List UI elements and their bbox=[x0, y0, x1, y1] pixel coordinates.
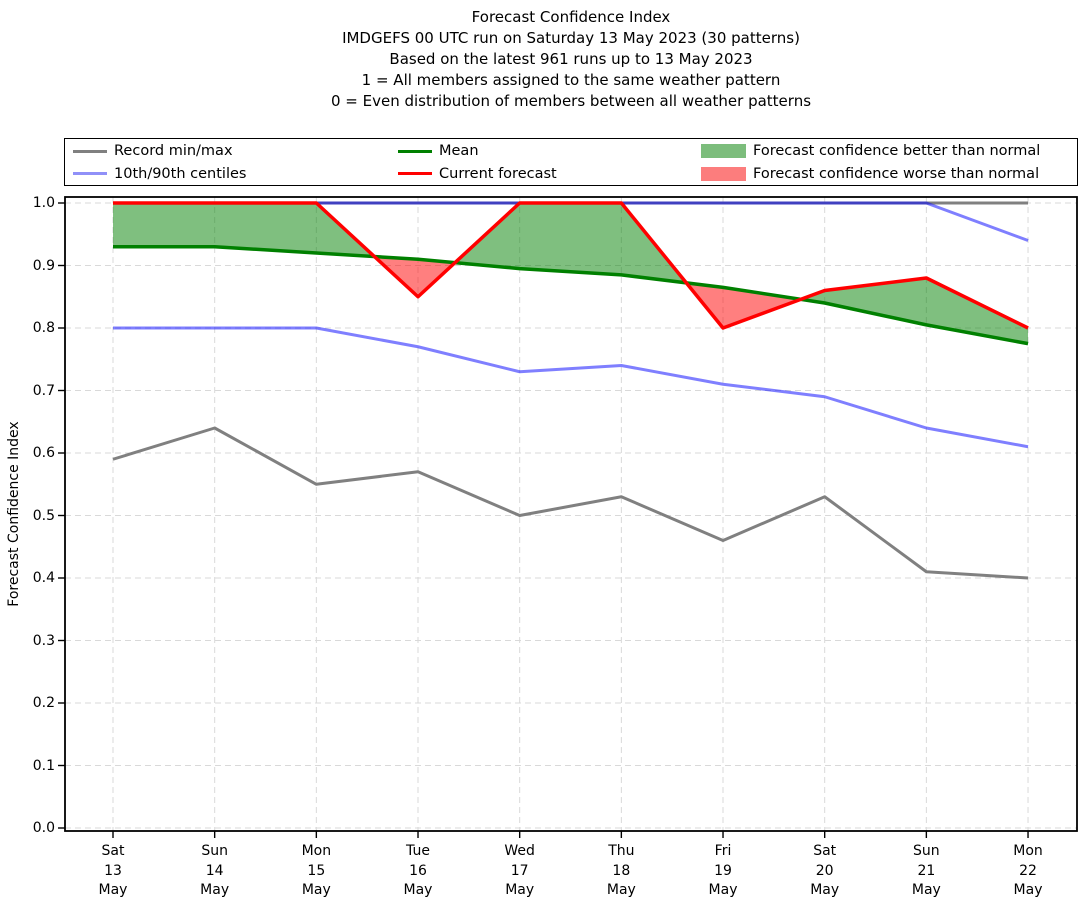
legend-item-current-forecast: Current forecast bbox=[398, 163, 557, 186]
legend-item-label: Forecast confidence worse than normal bbox=[753, 165, 1040, 182]
x-tick-label: Mon 15 May bbox=[301, 843, 332, 898]
x-tick-label: Sun 14 May bbox=[200, 843, 230, 898]
x-tick-label: Sat 13 May bbox=[98, 843, 128, 898]
chart-note-one: 1 = All members assigned to the same wea… bbox=[361, 71, 781, 89]
series-line-record-min bbox=[112, 426, 1029, 580]
legend-item-confidence-better: Forecast confidence better than normal bbox=[701, 140, 1040, 163]
record-minmax-line-swatch bbox=[73, 149, 107, 153]
x-tick-label: Thu 18 May bbox=[606, 843, 636, 898]
y-tick-label: 1.0 bbox=[32, 195, 55, 211]
legend-item-centiles: 10th/90th centiles bbox=[73, 163, 246, 186]
y-tick-label: 0.4 bbox=[32, 570, 55, 586]
y-tick-label: 0.7 bbox=[32, 382, 55, 399]
x-tick-label: Mon 22 May bbox=[1013, 843, 1043, 898]
x-tick-label: Fri 19 May bbox=[708, 843, 738, 898]
legend-item-label: Current forecast bbox=[439, 165, 557, 182]
x-tick-label: Sun 21 May bbox=[911, 843, 941, 898]
fill-confidence-better-than-normal bbox=[800, 278, 1029, 344]
legend-item-label: 10th/90th centiles bbox=[114, 165, 247, 182]
fill-confidence-better-than-normal bbox=[454, 203, 687, 283]
legend-item-label: Record min/max bbox=[114, 143, 233, 160]
legend-item-label: Mean bbox=[439, 143, 479, 160]
x-tick-label: Wed 17 May bbox=[504, 843, 535, 898]
x-tick-label: Sat 20 May bbox=[810, 843, 840, 898]
series-line-10th-centile bbox=[113, 326, 1029, 449]
y-tick-label: 0.3 bbox=[32, 632, 55, 649]
y-tick-label: 0.0 bbox=[32, 820, 55, 836]
current-forecast-line-swatch bbox=[398, 172, 432, 176]
legend-item-confidence-worse: Forecast confidence worse than normal bbox=[701, 163, 1040, 186]
legend-item-mean: Mean bbox=[398, 140, 557, 163]
fill-confidence-worse-than-normal bbox=[374, 256, 455, 297]
y-tick-label: 0.9 bbox=[32, 257, 55, 274]
y-axis-title: Forecast Confidence Index bbox=[6, 421, 22, 607]
plot-area bbox=[58, 196, 1078, 838]
series-line-current-forecast bbox=[113, 201, 1029, 330]
chart-title: Forecast Confidence Index bbox=[471, 8, 671, 26]
confidence-better-patch-swatch bbox=[701, 144, 746, 159]
y-tick-label: 0.1 bbox=[32, 757, 55, 774]
y-tick-label: 0.2 bbox=[32, 695, 55, 711]
legend-column-2: Mean Current forecast bbox=[398, 140, 557, 185]
chart-subtitle-run: IMDGEFS 00 UTC run on Saturday 13 May 20… bbox=[342, 29, 800, 47]
chart-title-block: Forecast Confidence Index IMDGEFS 00 UTC… bbox=[65, 7, 1077, 112]
y-tick-label: 0.5 bbox=[32, 507, 55, 524]
x-tick-label: Tue 16 May bbox=[403, 843, 433, 898]
legend-item-record-minmax: Record min/max bbox=[73, 140, 246, 163]
y-tick-label: 0.6 bbox=[32, 445, 55, 461]
chart-subtitle-basis: Based on the latest 961 runs up to 13 Ma… bbox=[389, 50, 753, 68]
legend-column-3: Forecast confidence better than normal F… bbox=[701, 140, 1040, 185]
fill-confidence-better-than-normal bbox=[113, 203, 375, 257]
series-line-mean bbox=[113, 245, 1029, 346]
legend-item-label: Forecast confidence better than normal bbox=[753, 143, 1041, 160]
legend: Record min/max 10th/90th centiles Mean C… bbox=[64, 138, 1078, 186]
legend-column-1: Record min/max 10th/90th centiles bbox=[73, 140, 246, 185]
y-tick-label: 0.8 bbox=[32, 320, 55, 336]
confidence-worse-patch-swatch bbox=[701, 166, 746, 181]
centiles-line-swatch bbox=[73, 172, 107, 176]
mean-line-swatch bbox=[398, 149, 432, 153]
chart-note-zero: 0 = Even distribution of members between… bbox=[330, 92, 812, 110]
plot-border bbox=[64, 196, 1078, 832]
